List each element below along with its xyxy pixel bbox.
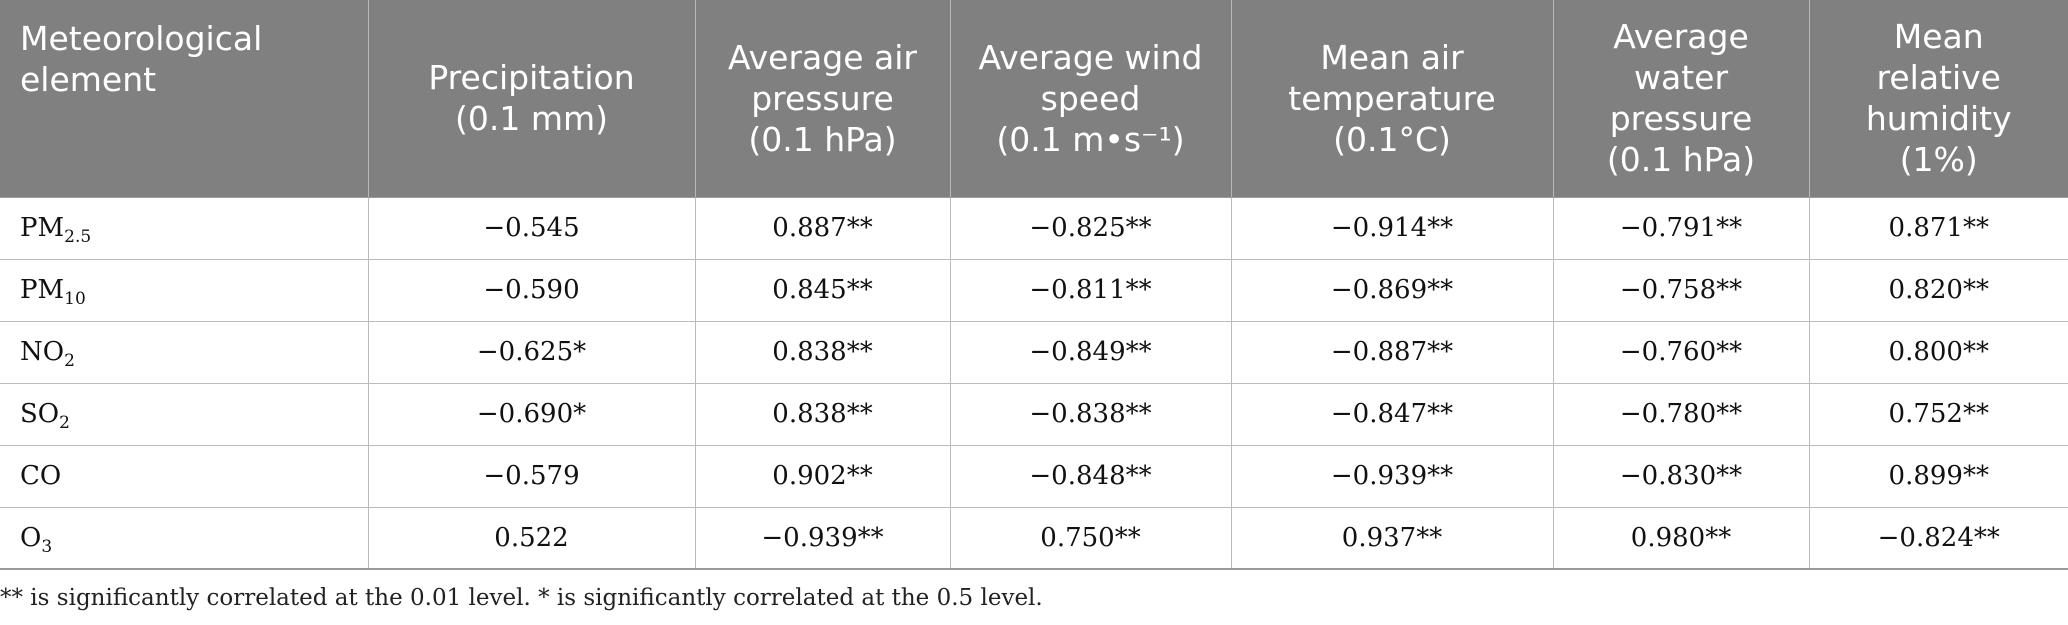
- cell-water-pressure: −0.780**: [1553, 383, 1810, 446]
- table-body: PM2.5 −0.545 0.887** −0.825** −0.914** −…: [0, 197, 2068, 570]
- header-line: (0.1°C): [1333, 119, 1451, 159]
- element-base: CO: [20, 461, 62, 491]
- header-line: (0.1 mm): [454, 99, 608, 139]
- element-subscript: 3: [41, 536, 53, 557]
- table-header: Meteorological element Precipitation (0.…: [0, 0, 2068, 198]
- row-element-pm25: PM2.5: [0, 197, 369, 260]
- table-row: SO2 −0.690* 0.838** −0.838** −0.847** −0…: [0, 383, 2068, 446]
- cell-air-pressure: 0.838**: [695, 321, 951, 384]
- cell-wind-speed: −0.849**: [950, 321, 1232, 384]
- header-mean-air-temperature: Mean air temperature (0.1°C): [1231, 0, 1554, 198]
- cell-wind-speed: 0.750**: [950, 507, 1232, 570]
- cell-air-pressure: −0.939**: [695, 507, 951, 570]
- header-line: water: [1633, 58, 1729, 98]
- cell-precipitation: 0.522: [368, 507, 696, 570]
- header-line: Average air: [728, 37, 917, 77]
- cell-air-temperature: 0.937**: [1231, 507, 1554, 570]
- header-line: pressure: [751, 78, 894, 118]
- cell-precipitation: −0.625*: [368, 321, 696, 384]
- header-average-water-pressure: Average water pressure (0.1 hPa): [1553, 0, 1810, 198]
- correlation-table-container: Meteorological element Precipitation (0.…: [0, 0, 2068, 570]
- cell-air-temperature: −0.887**: [1231, 321, 1554, 384]
- cell-relative-humidity: 0.752**: [1809, 383, 2068, 446]
- cell-air-pressure: 0.845**: [695, 259, 951, 322]
- header-line: Average wind: [978, 37, 1203, 77]
- element-subscript: 10: [64, 289, 86, 309]
- cell-water-pressure: 0.980**: [1553, 507, 1810, 570]
- header-meteorological-element: Meteorological element: [0, 0, 369, 198]
- header-precipitation: Precipitation (0.1 mm): [368, 0, 696, 198]
- cell-wind-speed: −0.825**: [950, 197, 1232, 260]
- element-subscript: 2.5: [64, 227, 92, 247]
- cell-precipitation: −0.579: [368, 445, 696, 508]
- table-row: O3 0.522 −0.939** 0.750** 0.937** 0.980*…: [0, 507, 2068, 570]
- cell-water-pressure: −0.791**: [1553, 197, 1810, 260]
- cell-wind-speed: −0.848**: [950, 445, 1232, 508]
- cell-relative-humidity: 0.899**: [1809, 445, 2068, 508]
- cell-wind-speed: −0.811**: [950, 259, 1232, 322]
- header-line: Average: [1613, 17, 1749, 57]
- element-base: O: [20, 522, 42, 553]
- table-row: PM2.5 −0.545 0.887** −0.825** −0.914** −…: [0, 197, 2068, 260]
- cell-air-temperature: −0.847**: [1231, 383, 1554, 446]
- header-average-wind-speed: Average wind speed (0.1 m•s⁻¹): [950, 0, 1232, 198]
- header-mean-relative-humidity: Mean relative humidity (1%): [1809, 0, 2068, 198]
- cell-relative-humidity: 0.800**: [1809, 321, 2068, 384]
- element-subscript: 2: [59, 413, 70, 433]
- cell-precipitation: −0.545: [368, 197, 696, 260]
- cell-air-pressure: 0.902**: [695, 445, 951, 508]
- header-line: (0.1 hPa): [1606, 140, 1756, 180]
- header-line: (0.1 m•s⁻¹): [996, 119, 1185, 159]
- cell-relative-humidity: 0.820**: [1809, 259, 2068, 322]
- header-line: temperature: [1288, 78, 1496, 118]
- header-line: humidity: [1865, 99, 2012, 139]
- header-average-air-pressure: Average air pressure (0.1 hPa): [695, 0, 951, 198]
- row-element-no2: NO2: [0, 321, 369, 384]
- row-element-pm10: PM10: [0, 259, 369, 322]
- cell-precipitation: −0.590: [368, 259, 696, 322]
- cell-air-pressure: 0.887**: [695, 197, 951, 260]
- element-base: NO: [20, 337, 65, 367]
- header-line: pressure: [1609, 99, 1753, 139]
- correlation-table: Meteorological element Precipitation (0.…: [0, 0, 2068, 570]
- cell-air-pressure: 0.838**: [695, 383, 951, 446]
- cell-water-pressure: −0.758**: [1553, 259, 1810, 322]
- table-row: CO −0.579 0.902** −0.848** −0.939** −0.8…: [0, 445, 2068, 508]
- cell-wind-speed: −0.838**: [950, 383, 1232, 446]
- header-line: element: [20, 60, 157, 99]
- element-base: PM: [20, 275, 65, 305]
- element-subscript: 2: [64, 351, 75, 371]
- row-element-so2: SO2: [0, 383, 369, 446]
- cell-relative-humidity: 0.871**: [1809, 197, 2068, 260]
- cell-water-pressure: −0.760**: [1553, 321, 1810, 384]
- cell-air-temperature: −0.869**: [1231, 259, 1554, 322]
- header-line: Meteorological: [20, 19, 263, 58]
- header-line: Mean: [1893, 17, 1984, 57]
- table-footnote: ** is significantly correlated at the 0.…: [0, 585, 1043, 611]
- table-row: PM10 −0.590 0.845** −0.811** −0.869** −0…: [0, 259, 2068, 322]
- header-line: relative: [1876, 58, 2001, 98]
- row-element-o3: O3: [0, 507, 369, 570]
- element-base: SO: [20, 399, 60, 429]
- header-line: speed: [1040, 78, 1141, 118]
- row-element-co: CO: [0, 445, 369, 508]
- header-line: Precipitation: [428, 58, 635, 98]
- cell-precipitation: −0.690*: [368, 383, 696, 446]
- table-row: NO2 −0.625* 0.838** −0.849** −0.887** −0…: [0, 321, 2068, 384]
- cell-air-temperature: −0.939**: [1231, 445, 1554, 508]
- cell-air-temperature: −0.914**: [1231, 197, 1554, 260]
- cell-relative-humidity: −0.824**: [1809, 507, 2068, 570]
- header-line: Mean air: [1320, 37, 1464, 77]
- element-base: PM: [20, 213, 65, 243]
- cell-water-pressure: −0.830**: [1553, 445, 1810, 508]
- header-line: (0.1 hPa): [748, 119, 897, 159]
- header-row: Meteorological element Precipitation (0.…: [0, 0, 2068, 198]
- header-line: (1%): [1899, 140, 1978, 180]
